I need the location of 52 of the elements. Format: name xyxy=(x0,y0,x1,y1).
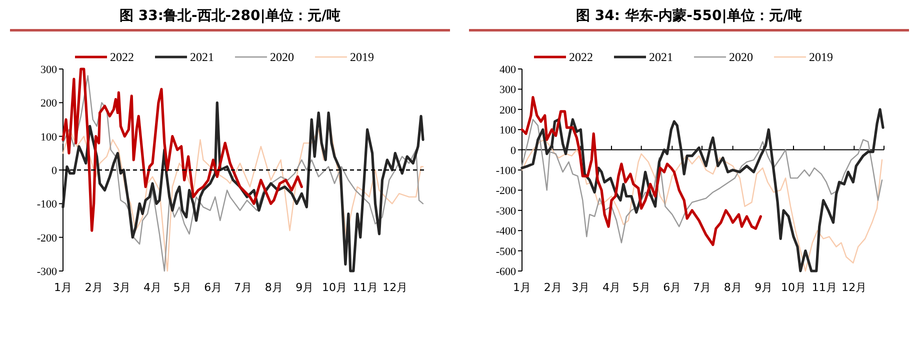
y-tick-label: 200 xyxy=(40,98,58,110)
y-tick-label: 100 xyxy=(40,131,58,144)
x-tick-label: 6月 xyxy=(204,281,222,294)
x-tick-label: 3月 xyxy=(572,281,590,294)
x-tick-label: 3月 xyxy=(112,281,131,294)
legend-label: 2020 xyxy=(270,50,294,64)
y-tick-label: 300 xyxy=(500,84,516,96)
x-tick-label: 1月 xyxy=(54,281,72,294)
y-tick-label: -100 xyxy=(496,165,516,177)
x-tick-label: 4月 xyxy=(602,281,621,294)
x-tick-label: 6月 xyxy=(663,281,682,294)
x-tick-label: 5月 xyxy=(632,281,650,294)
y-tick-label: -300 xyxy=(36,266,58,278)
chart-title: 图 33:鲁北-西北-280|单位：元/吨 xyxy=(119,8,341,24)
y-tick-label: -400 xyxy=(496,226,516,238)
legend-label: 2021 xyxy=(190,50,214,64)
x-tick-label: 12月 xyxy=(382,281,408,294)
x-tick-label: 7月 xyxy=(693,281,712,294)
x-tick-label: 7月 xyxy=(234,281,252,294)
y-tick-label: -600 xyxy=(496,266,516,278)
y-tick-label: 200 xyxy=(500,104,516,116)
legend-label: 2019 xyxy=(350,50,374,64)
x-tick-label: 9月 xyxy=(296,281,314,294)
x-tick-label: 2月 xyxy=(84,281,103,294)
x-tick-label: 11月 xyxy=(812,281,837,294)
x-tick-label: 4月 xyxy=(144,281,162,294)
chart-title: 图 34: 华东-内蒙-550|单位：元/吨 xyxy=(576,7,802,24)
x-tick-label: 8月 xyxy=(724,281,742,294)
x-tick-label: 12月 xyxy=(842,281,867,294)
legend-label: 2022 xyxy=(569,50,593,64)
x-tick-label: 9月 xyxy=(754,281,773,294)
y-tick-label: -200 xyxy=(496,185,516,198)
x-tick-label: 11月 xyxy=(352,281,378,294)
y-tick-label: 0 xyxy=(510,144,516,157)
x-tick-label: 10月 xyxy=(781,281,806,294)
x-tick-label: 5月 xyxy=(173,281,192,294)
y-tick-label: -300 xyxy=(496,205,516,218)
y-tick-label: -200 xyxy=(36,232,58,244)
y-tick-label: 100 xyxy=(500,124,516,137)
legend-label: 2019 xyxy=(809,50,833,64)
y-tick-label: -100 xyxy=(36,198,58,211)
x-tick-label: 1月 xyxy=(513,281,531,294)
x-tick-label: 10月 xyxy=(322,281,347,294)
y-tick-label: 400 xyxy=(500,64,516,76)
legend-label: 2020 xyxy=(729,50,753,64)
legend-label: 2022 xyxy=(110,50,134,64)
x-tick-label: 2月 xyxy=(544,281,562,294)
y-tick-label: 0 xyxy=(52,165,58,177)
y-tick-label: 300 xyxy=(40,64,58,76)
y-tick-label: -500 xyxy=(496,246,516,258)
x-tick-label: 8月 xyxy=(264,281,283,294)
legend-label: 2021 xyxy=(649,50,673,64)
